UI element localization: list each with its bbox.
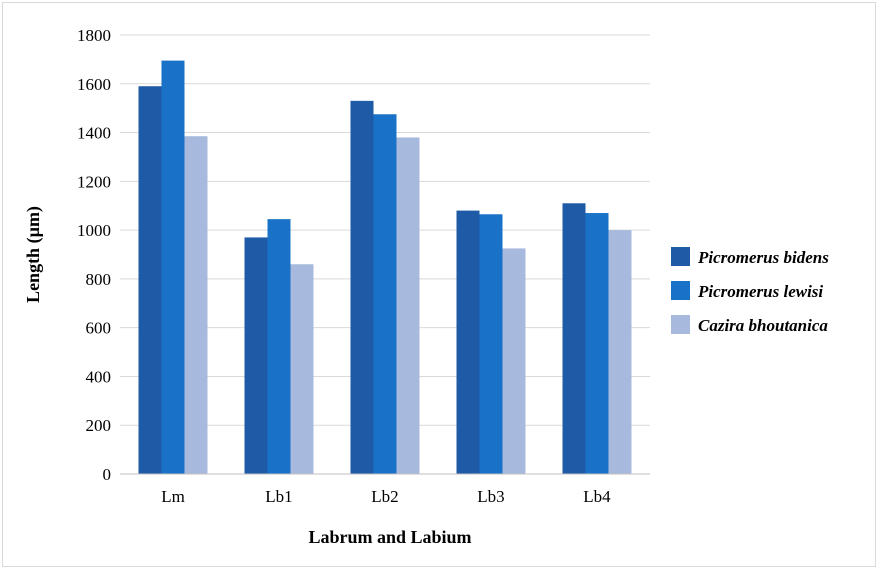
bar-lb2-series-2 bbox=[373, 114, 397, 474]
y-axis-title: Length (µm) bbox=[23, 206, 44, 303]
y-tick-label: 1400 bbox=[77, 124, 111, 143]
bar-lm-series-1 bbox=[138, 86, 162, 474]
y-axis-ticks: 0 200 400 600 800 1000 1200 1400 1600 1800 bbox=[77, 26, 111, 484]
bar-lb1-series-1 bbox=[244, 237, 268, 474]
bar-lb2-series-1 bbox=[350, 100, 374, 474]
bar-lb1-series-2 bbox=[267, 219, 291, 474]
bar-lb3-series-3 bbox=[502, 248, 526, 474]
y-tick-label: 1000 bbox=[77, 221, 111, 240]
x-tick-label: Lb1 bbox=[265, 487, 292, 506]
bar-lb3-series-2 bbox=[479, 214, 503, 474]
y-tick-label: 1200 bbox=[77, 172, 111, 191]
y-tick-label: 800 bbox=[86, 270, 112, 289]
bar-lm-series-3 bbox=[184, 136, 208, 475]
legend-label-1: Picromerus bidens bbox=[697, 248, 829, 267]
legend-swatch-1 bbox=[671, 247, 690, 266]
x-axis-title: Labrum and Labium bbox=[308, 527, 471, 547]
bars bbox=[138, 60, 632, 475]
bar-lb2-series-3 bbox=[396, 137, 420, 474]
x-tick-label: Lb4 bbox=[583, 487, 611, 506]
x-tick-label: Lb2 bbox=[371, 487, 398, 506]
grid-lines bbox=[120, 34, 650, 426]
legend-swatch-3 bbox=[671, 315, 690, 334]
x-tick-label: Lb3 bbox=[477, 487, 504, 506]
y-tick-label: 1600 bbox=[77, 75, 111, 94]
legend-label-3: Cazira bhoutanica bbox=[698, 316, 828, 335]
legend-label-2: Picromerus lewisi bbox=[697, 282, 823, 301]
x-axis-ticks: Lm Lb1 Lb2 Lb3 Lb4 bbox=[161, 487, 611, 506]
bar-lb3-series-1 bbox=[456, 210, 480, 474]
x-tick-label: Lm bbox=[161, 487, 185, 506]
bar-lb4-series-2 bbox=[585, 213, 609, 475]
y-tick-label: 0 bbox=[103, 465, 112, 484]
y-tick-label: 400 bbox=[86, 367, 112, 386]
bar-lb4-series-1 bbox=[562, 203, 586, 475]
y-tick-label: 1800 bbox=[77, 26, 111, 45]
y-tick-label: 200 bbox=[86, 416, 112, 435]
legend-swatch-2 bbox=[671, 281, 690, 300]
bar-lm-series-2 bbox=[161, 60, 185, 474]
bar-lb4-series-3 bbox=[608, 230, 632, 474]
y-tick-label: 600 bbox=[86, 319, 112, 338]
legend: Picromerus bidens Picromerus lewisi Cazira… bbox=[671, 247, 829, 335]
bar-lb1-series-3 bbox=[290, 264, 314, 474]
